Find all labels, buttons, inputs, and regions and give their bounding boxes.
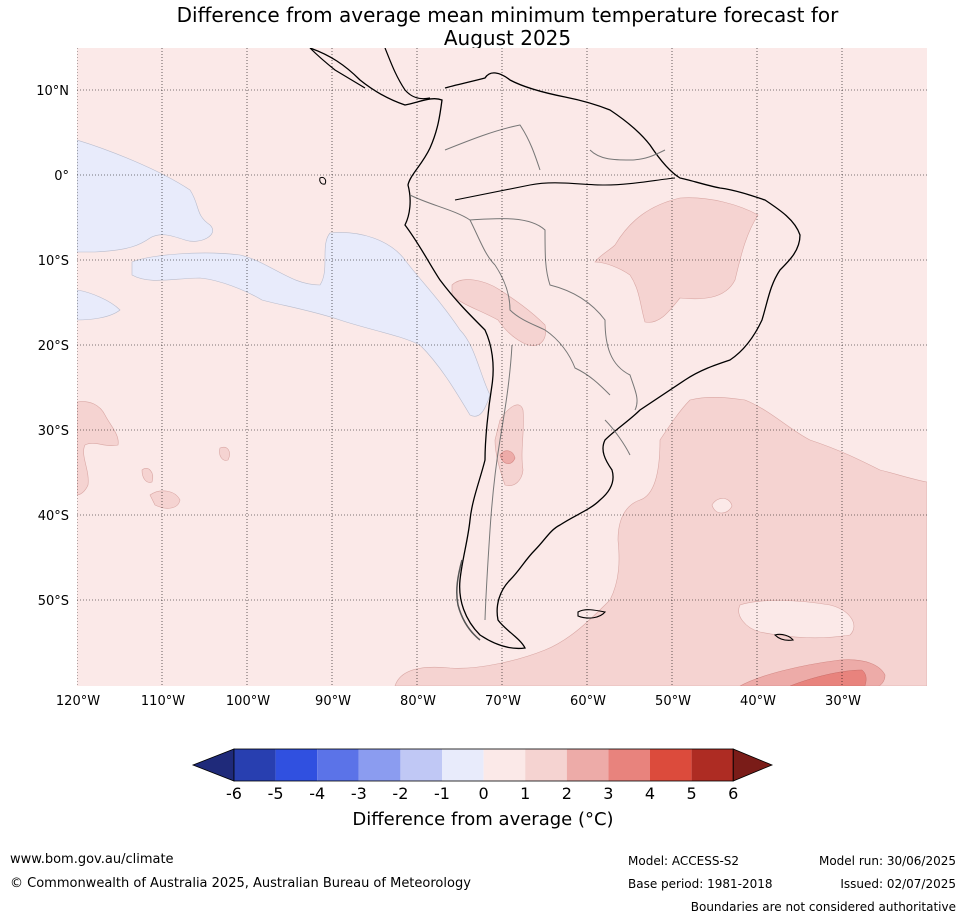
- anomaly-field-1-to-2-spot-b: [141, 468, 153, 483]
- footer-website[interactable]: www.bom.gov.au/climate: [10, 852, 174, 867]
- colorbar-tick-label: 6: [728, 784, 738, 803]
- border-chile-argentina: [484, 344, 513, 621]
- anomaly-field-1-to-2-brazil: [594, 197, 759, 323]
- anomaly-field-1-to-2-spot-c: [219, 447, 230, 461]
- border-colombia-venezuela: [444, 124, 541, 171]
- lon-tick-label: 110°W: [141, 694, 185, 709]
- footer-issued: Issued: 02/07/2025: [840, 877, 956, 891]
- anomaly-field-1-to-2-spot-a: [149, 490, 181, 509]
- colorbar: -6 -5 -4 -3 -2 -1 0 1 2 3 4 5 6: [191, 748, 774, 803]
- colorbar-extend-low: [191, 748, 235, 782]
- footer-disclaimer: Boundaries are not considered authoritat…: [690, 900, 956, 914]
- lat-tick-label: 50°S: [38, 594, 69, 609]
- colorbar-tick-label: -3: [351, 784, 367, 803]
- colorbar-tick-label: 3: [603, 784, 613, 803]
- lon-gridlines: [77, 48, 843, 686]
- colorbar-tick-label: 4: [645, 784, 655, 803]
- lat-tick-labels: 10°N 0° 10°S 20°S 30°S 40°S 50°S: [36, 84, 69, 609]
- colorbar-bin: [275, 749, 318, 781]
- colorbar-outline: [233, 748, 734, 782]
- lon-tick-labels: 120°W 110°W 100°W 90°W 80°W 70°W 60°W 50…: [56, 694, 861, 709]
- colorbar-bin: [442, 749, 484, 781]
- colorbar-bin: [483, 749, 526, 781]
- anomaly-field-0-to-1-hole-b: [711, 498, 733, 514]
- border-ecuador-peru: [409, 194, 496, 266]
- anomaly-field-0-to-1-hole: [738, 600, 855, 639]
- island-south-georgia: [773, 633, 794, 641]
- lon-tick-label: 30°W: [825, 694, 861, 709]
- colorbar-bin: [566, 749, 609, 781]
- lon-tick-label: 100°W: [226, 694, 270, 709]
- footer-model: Model: ACCESS-S2: [628, 854, 740, 868]
- lon-tick-label: 70°W: [485, 694, 521, 709]
- anomaly-field-1-to-2-pacific-west: [77, 401, 119, 496]
- island-galapagos: [319, 177, 327, 185]
- border-brazil-west: [469, 218, 638, 411]
- lon-tick-label: 50°W: [655, 694, 691, 709]
- anomaly-field-1-to-2-andes: [451, 279, 546, 346]
- lat-gridlines: [77, 89, 927, 601]
- lat-tick-label: 20°S: [38, 339, 69, 354]
- colorbar-tick-label: 2: [562, 784, 572, 803]
- colorbar-tick-label: -2: [392, 784, 408, 803]
- footer-base-period: Base period: 1981-2018: [628, 877, 773, 891]
- colorbar-tick-label: 0: [479, 784, 489, 803]
- lat-tick-label: 10°S: [38, 254, 69, 269]
- river-amazon: [454, 177, 676, 201]
- coastline-central-america: [309, 48, 431, 100]
- border-argentina-uruguay: [604, 419, 631, 456]
- border-peru-bolivia: [494, 264, 546, 331]
- colorbar-bin: [317, 749, 359, 781]
- footer-copyright: © Commonwealth of Australia 2025, Austra…: [10, 876, 471, 891]
- lat-tick-label: 0°: [54, 169, 69, 184]
- lat-tick-label: 40°S: [38, 509, 69, 524]
- lon-tick-label: 80°W: [400, 694, 436, 709]
- coastline-south-america: [309, 48, 801, 650]
- lon-tick-label: 120°W: [56, 694, 100, 709]
- lon-tick-label: 60°W: [570, 694, 606, 709]
- colorbar-bin: [400, 749, 442, 781]
- anomaly-field-2-to-3-spot: [499, 450, 516, 464]
- colorbar-extend-high: [732, 748, 774, 782]
- anomaly-field-neg1-to-0: [77, 139, 213, 253]
- border-guianas: [589, 149, 666, 161]
- lat-tick-label: 30°S: [38, 424, 69, 439]
- anomaly-field-neg1-to-0-c: [77, 289, 121, 321]
- colorbar-tick-label: -6: [226, 784, 242, 803]
- colorbar-bin: [234, 749, 276, 781]
- colorbar-title: Difference from average (°C): [352, 809, 614, 830]
- footer-model-run: Model run: 30/06/2025: [818, 854, 956, 868]
- colorbar-tick-label: 1: [520, 784, 530, 803]
- anomaly-field-3-to-4-south: [789, 669, 867, 686]
- colorbar-bin: [358, 749, 401, 781]
- colorbar-bin: [525, 749, 567, 781]
- border-bolivia-paraguay: [544, 329, 611, 396]
- colorbar-tick-label: -5: [268, 784, 284, 803]
- colorbar-tick-label: -4: [309, 784, 325, 803]
- colorbar-tick-label: -1: [434, 784, 450, 803]
- lon-tick-label: 40°W: [740, 694, 776, 709]
- colorbar-bin: [608, 749, 650, 781]
- colorbar-tick-label: 5: [687, 784, 697, 803]
- colorbar-bin: [691, 749, 734, 781]
- lon-tick-label: 90°W: [315, 694, 351, 709]
- archipelago-chile: [456, 559, 481, 641]
- map-title: Difference from average mean minimum tem…: [0, 4, 965, 50]
- title-line-2: August 2025: [443, 26, 572, 50]
- title-line-1: Difference from average mean minimum tem…: [176, 3, 839, 27]
- colorbar-bin: [650, 749, 692, 781]
- lat-tick-label: 10°N: [36, 84, 69, 99]
- island-falklands: [577, 609, 607, 619]
